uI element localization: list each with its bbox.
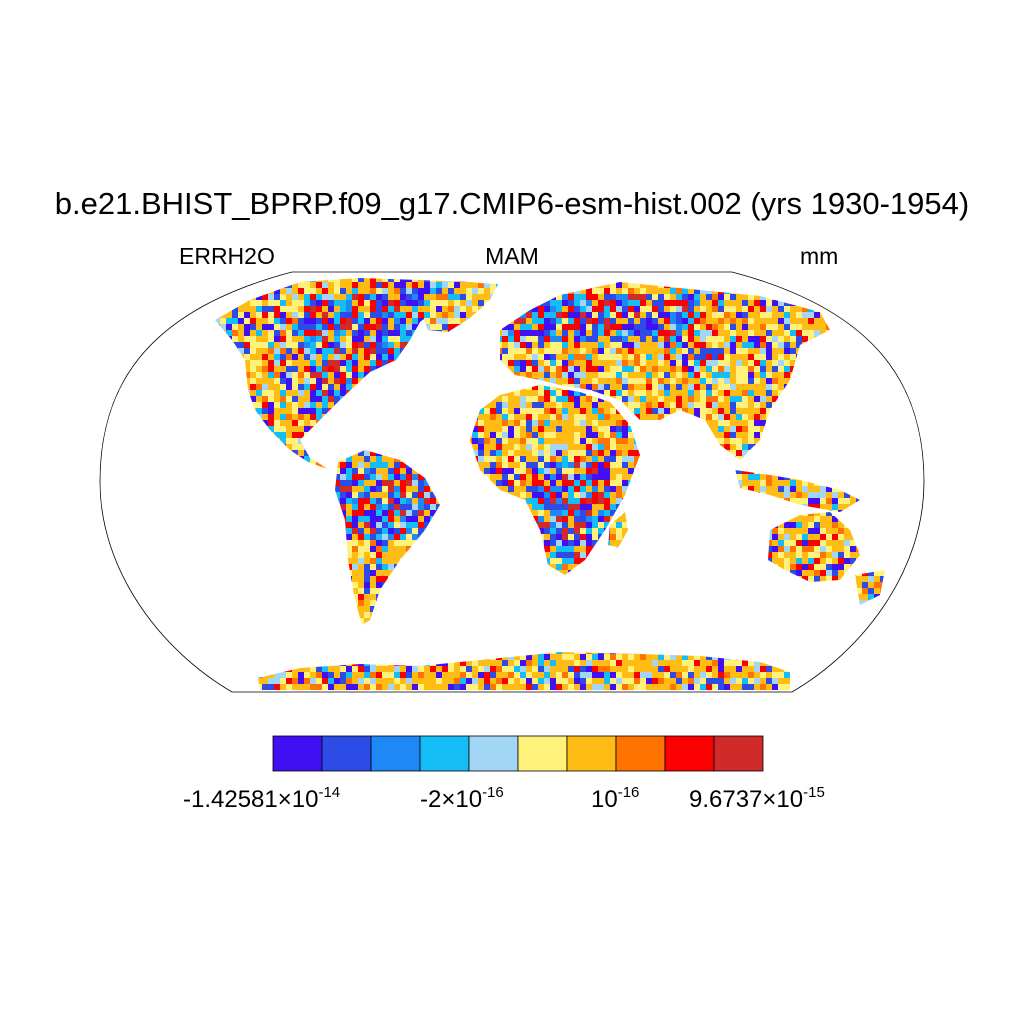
colorbar-label-2: 10-16 xyxy=(591,784,640,814)
label-exponent: -16 xyxy=(482,784,504,801)
colorbar-bin-4 xyxy=(468,735,519,772)
colorbar-label-0: -1.42581×10-14 xyxy=(183,784,341,814)
label-mantissa: -2× xyxy=(420,786,456,813)
label-base: 10 xyxy=(776,786,804,813)
season-label: MAM xyxy=(485,243,539,269)
colorbar-bin-1 xyxy=(321,735,372,772)
label-exponent: -14 xyxy=(318,784,341,801)
units-label: mm xyxy=(800,243,839,269)
label-mantissa: -1.42581× xyxy=(183,786,292,813)
colorbar-bin-5 xyxy=(517,735,568,772)
colorbar-label-3: 9.6737×10-15 xyxy=(689,784,825,814)
colorbar-label-1: -2×10-16 xyxy=(420,784,504,814)
variable-label: ERRH2O xyxy=(179,243,275,269)
colorbar-bin-2 xyxy=(370,735,421,772)
colorbar xyxy=(272,735,764,772)
colorbar-bin-7 xyxy=(615,735,666,772)
label-base: 10 xyxy=(455,786,483,813)
map-title: b.e21.BHIST_BPRP.f09_g17.CMIP6-esm-hist.… xyxy=(54,186,970,221)
colorbar-bin-6 xyxy=(566,735,617,772)
colorbar-bin-9 xyxy=(713,735,764,772)
colorbar-bin-0 xyxy=(272,735,323,772)
label-exponent: -16 xyxy=(617,784,640,801)
label-exponent: -15 xyxy=(803,784,825,801)
label-base: 10 xyxy=(291,786,319,813)
label-base: 10 xyxy=(591,786,618,813)
label-mantissa: 9.6737× xyxy=(689,786,777,813)
colorbar-bin-8 xyxy=(664,735,715,772)
colorbar-bin-3 xyxy=(419,735,470,772)
